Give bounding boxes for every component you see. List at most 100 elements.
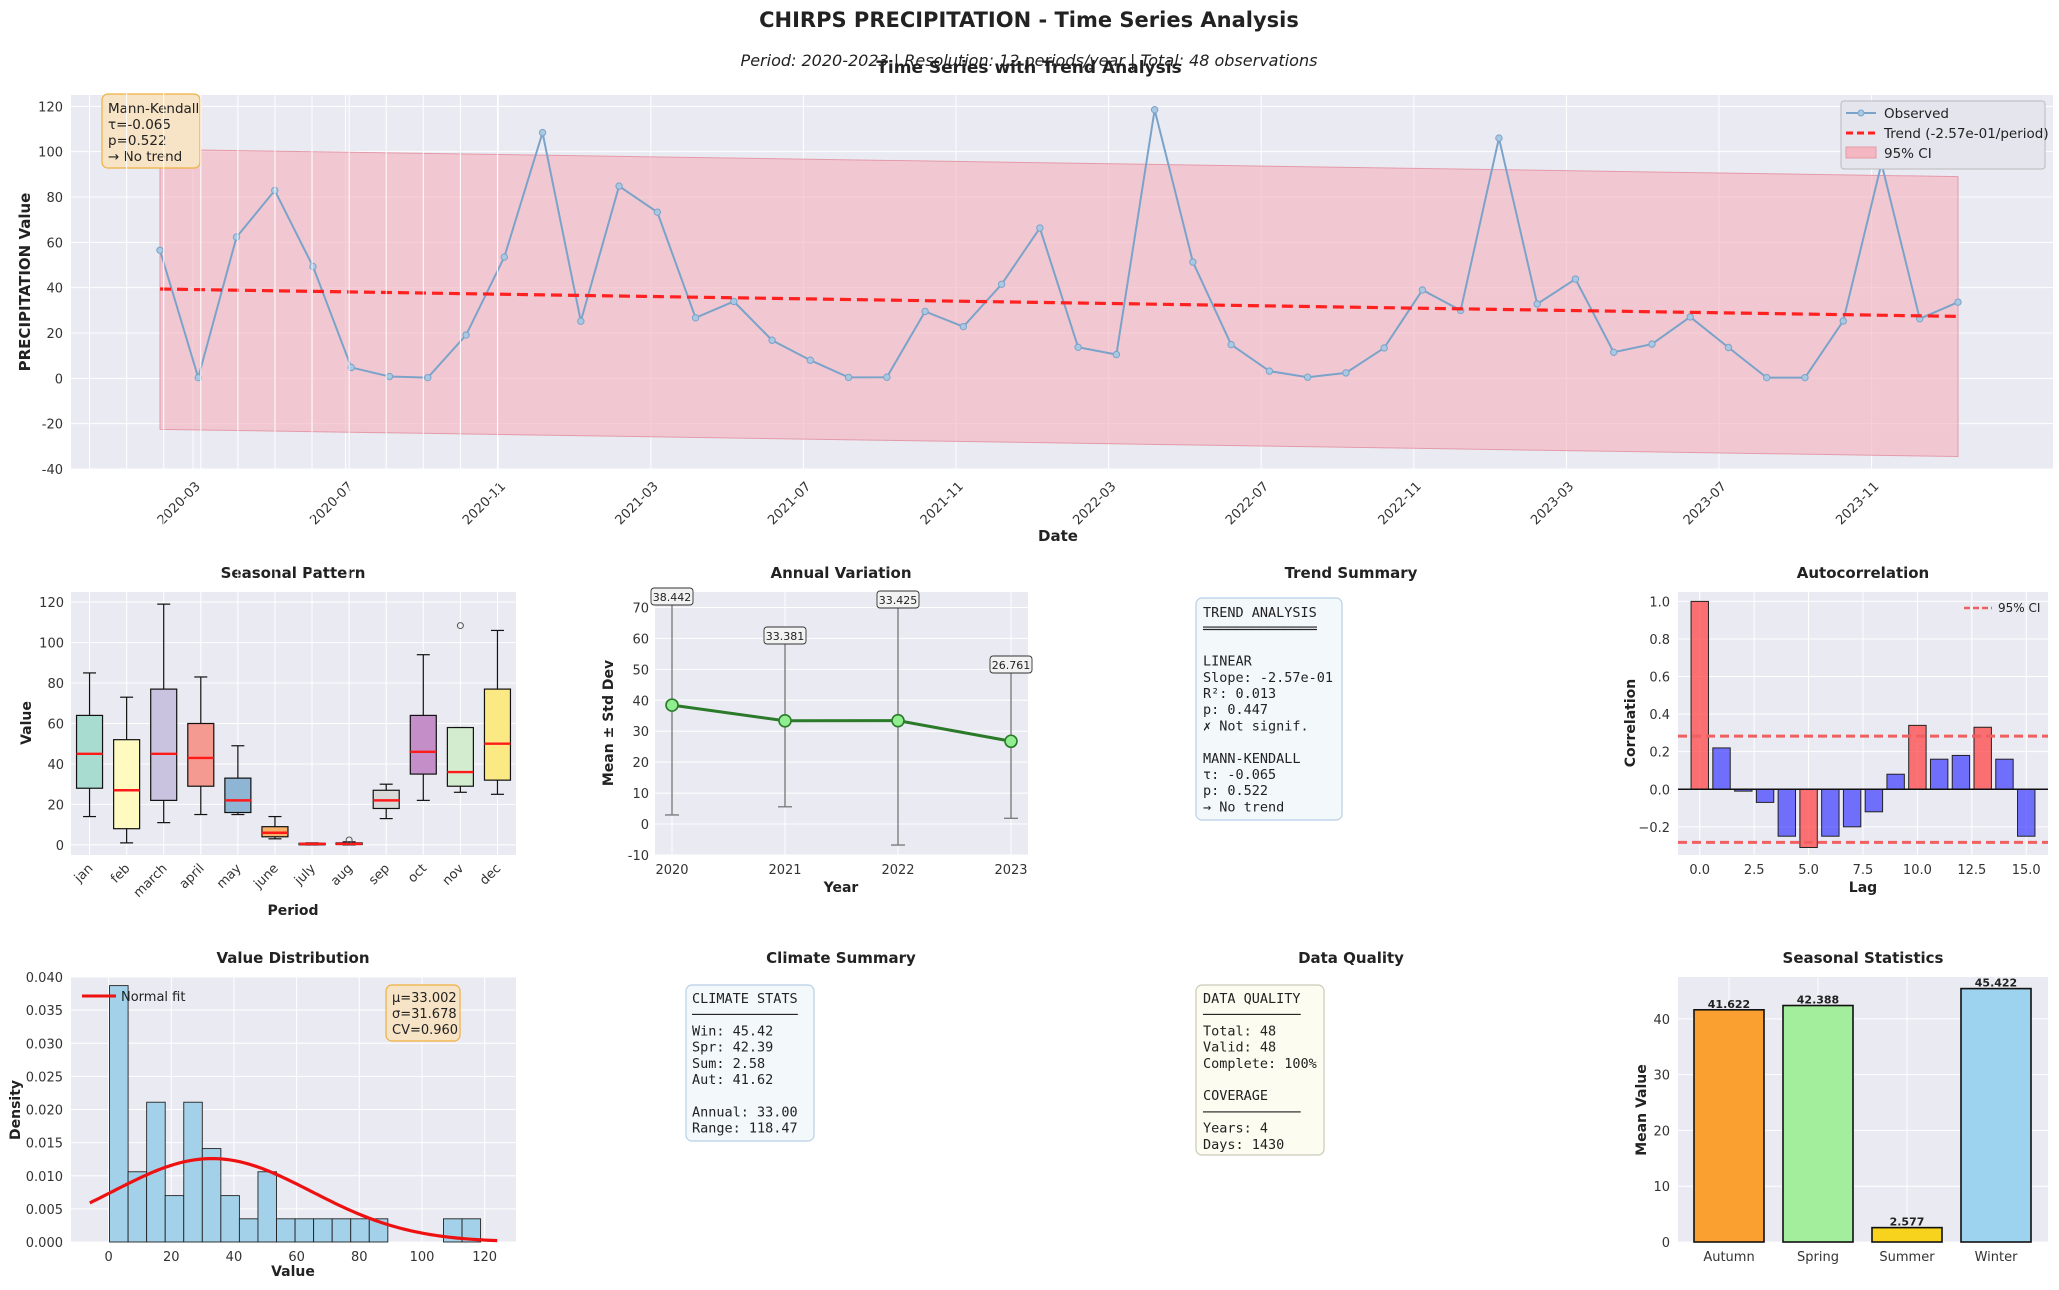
- legend-observed-marker: [1857, 109, 1865, 117]
- distribution-legend: Normal fit: [82, 990, 185, 1005]
- acf-bar-0: [1690, 600, 1709, 790]
- trend-summary-line-3: LINEAR: [1203, 654, 1253, 670]
- ts-point-39: [1648, 340, 1656, 348]
- climate-summary-line-4: Sum: 2.58: [692, 1056, 765, 1072]
- climate-summary-box: [685, 984, 815, 1142]
- hist-xtick-1: 20: [163, 1250, 180, 1265]
- hist-normal-fit: [89, 1156, 498, 1243]
- hist-xtick-3: 60: [288, 1250, 305, 1265]
- ts-point-13: [653, 208, 662, 216]
- acf-bar-1: [1712, 747, 1731, 790]
- ann-label-box-2: [876, 590, 920, 609]
- distribution-stats-box: [385, 984, 461, 1042]
- ts-point-29: [1265, 367, 1274, 375]
- ts-point-2: [232, 233, 241, 241]
- ts-ytick-4: 40: [46, 282, 63, 297]
- box-xtick-10: nov: [440, 861, 468, 889]
- ts-point-8: [462, 331, 470, 339]
- acf-bar-5: [1799, 788, 1818, 848]
- ts-point-42: [1763, 373, 1771, 382]
- climate-summary-line-0: CLIMATE STATS: [692, 991, 798, 1007]
- ts-point-14: [691, 314, 700, 322]
- ann-ytick-0: -10: [628, 849, 649, 864]
- timeseries-legend-box: [1840, 100, 2046, 170]
- timeseries-panel: Time Series with Trend Analysis Date PRE…: [16, 58, 2053, 545]
- timeseries-title: Time Series with Trend Analysis: [876, 58, 1181, 78]
- climate-summary-line-2: Win: 45.42: [692, 1023, 773, 1039]
- ann-label-box-3: [989, 655, 1033, 674]
- ss-xtick-0: Autumn: [1703, 1250, 1754, 1265]
- ts-xtick-7: 2022-07: [1223, 479, 1272, 528]
- ts-ytick-1: -20: [42, 418, 63, 433]
- hist-ytick-0: 0.000: [26, 1236, 63, 1251]
- acf-bar-3: [1755, 788, 1775, 803]
- hist-xtick-2: 40: [226, 1250, 243, 1265]
- mann-kendall-annotation: Mann-Kendall τ=-0.065 p=0.522 → No trend: [101, 93, 201, 169]
- figure-title: CHIRPS PRECIPITATION - Time Series Analy…: [759, 8, 1299, 32]
- legend-observed-label: Observed: [1884, 106, 1949, 122]
- box-xtick-11: dec: [477, 861, 504, 888]
- ss-xtick-2: Summer: [1879, 1250, 1935, 1265]
- distribution-xlabel: Value: [271, 1264, 315, 1280]
- hist-bar-3: [164, 1195, 185, 1243]
- hist-ytick-5: 0.025: [26, 1070, 63, 1085]
- hist-bar-5: [201, 1148, 222, 1243]
- ts-xtick-2: 2020-11: [460, 479, 509, 528]
- ts-point-43: [1801, 373, 1809, 382]
- hist-xtick-5: 100: [410, 1250, 435, 1265]
- hist-bar-6: [220, 1195, 240, 1243]
- box-outlier-7-0: [345, 836, 353, 844]
- ts-point-16: [768, 336, 776, 344]
- figure-subtitle: Period: 2020-2023 | Resolution: 12 perio…: [741, 51, 1318, 70]
- ann-ytick-3: 20: [632, 756, 649, 771]
- acf-ylabel: Correlation: [1623, 679, 1639, 768]
- trend-summary-line-12: → No trend: [1203, 799, 1284, 815]
- box-ytick-1: 20: [47, 798, 64, 813]
- ss-bar-summer: [1871, 1226, 1943, 1243]
- ts-point-11: [577, 317, 585, 325]
- data-quality-line-7: ────────────: [1202, 1104, 1301, 1120]
- box-xtick-0: jan: [71, 861, 96, 886]
- ts-xtick-4: 2021-07: [765, 479, 814, 528]
- climate-summary-line-3: Spr: 42.39: [692, 1040, 773, 1056]
- normal-fit-legend-label: Normal fit: [121, 990, 185, 1005]
- box-xtick-2: march: [131, 861, 171, 901]
- ts-ytick-3: 20: [46, 327, 63, 342]
- legend-trend-label: Trend (-2.57e-01/period): [1883, 126, 2049, 142]
- acf-bar-12: [1951, 754, 1971, 790]
- timeseries-legend: Observed Trend (-2.57e-01/period) 95% CI: [1840, 100, 2049, 170]
- hist-bar-13: [350, 1218, 370, 1243]
- trend-summary-panel: Trend Summary TREND ANALYSIS════════════…: [1195, 564, 1418, 821]
- ts-xtick-6: 2022-03: [1070, 479, 1119, 528]
- hist-bar-8: [257, 1171, 277, 1243]
- mk-line-3: p=0.522: [108, 133, 167, 149]
- data-quality-title: Data Quality: [1298, 949, 1404, 967]
- acf-ytick-1: 0.0: [1649, 783, 1670, 798]
- mk-line-1: Mann-Kendall: [108, 101, 199, 117]
- ann-label-2: 33.425: [879, 594, 918, 607]
- box-april: [187, 722, 215, 787]
- acf-ytick-2: 0.2: [1649, 746, 1670, 761]
- acf-xlabel: Lag: [1849, 880, 1877, 896]
- ts-xtick-9: 2023-03: [1528, 479, 1577, 528]
- ss-bar-winter: [1960, 987, 2032, 1243]
- box-march: [150, 688, 178, 801]
- data-quality-line-2: Total: 48: [1203, 1023, 1276, 1039]
- ts-xtick-3: 2021-03: [613, 479, 662, 528]
- ts-point-35: [1495, 134, 1503, 142]
- box-may: [224, 777, 252, 814]
- seasonal-stats-title: Seasonal Statistics: [1783, 949, 1944, 967]
- trend-summary-line-6: p: 0.447: [1203, 702, 1268, 718]
- box-xtick-9: oct: [405, 861, 430, 886]
- trend-summary-line-10: τ: -0.065: [1203, 767, 1276, 783]
- mk-line-2: τ=-0.065: [108, 117, 171, 133]
- ss-bar-autumn: [1693, 1008, 1765, 1243]
- acf-xtick-2: 5.0: [1798, 863, 1819, 878]
- box-nov: [446, 726, 474, 787]
- stat-mu: μ=33.002: [392, 991, 457, 1006]
- ts-point-21: [959, 322, 968, 331]
- ts-point-7: [424, 373, 432, 382]
- ann-ytick-1: 0: [641, 818, 649, 833]
- ts-point-5: [347, 363, 355, 372]
- ts-point-26: [1150, 106, 1159, 114]
